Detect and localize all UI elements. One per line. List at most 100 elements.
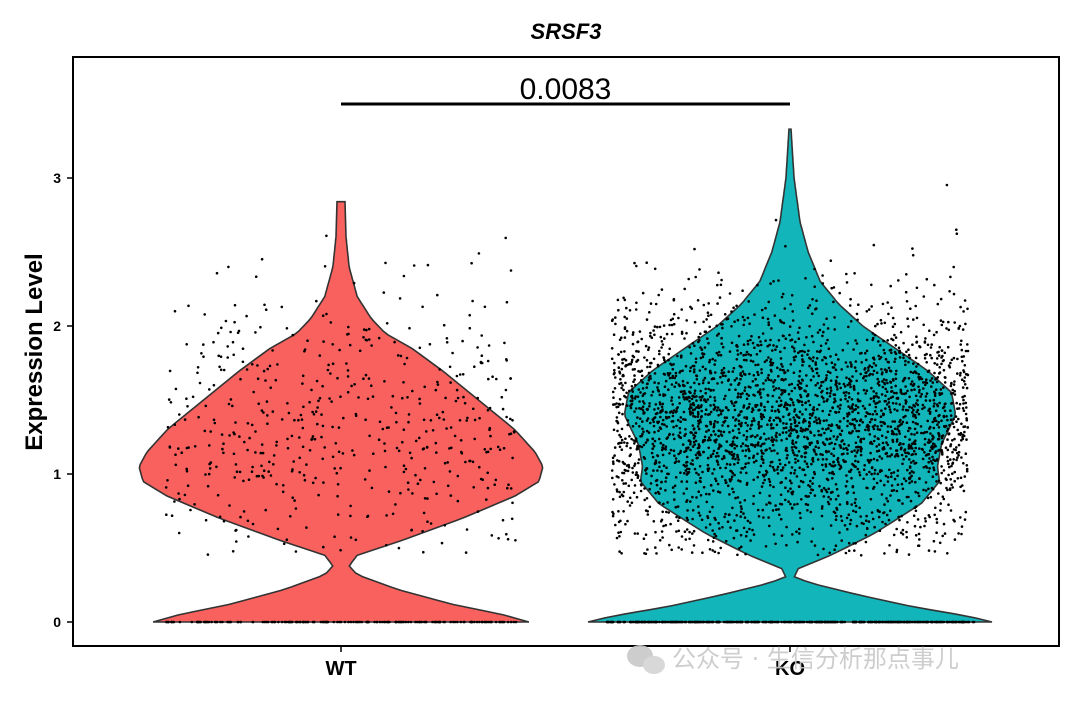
data-point bbox=[767, 373, 770, 377]
data-point bbox=[626, 419, 630, 422]
data-point bbox=[714, 479, 718, 483]
data-point bbox=[692, 414, 695, 418]
data-point bbox=[880, 409, 883, 412]
data-point bbox=[904, 455, 908, 458]
data-point bbox=[673, 385, 676, 389]
data-point bbox=[739, 505, 743, 508]
data-point bbox=[844, 484, 848, 488]
data-point bbox=[624, 359, 628, 362]
data-point bbox=[310, 438, 313, 441]
data-point bbox=[768, 419, 771, 422]
data-point bbox=[872, 362, 876, 365]
data-point bbox=[846, 419, 849, 423]
data-point bbox=[801, 358, 804, 361]
data-point bbox=[793, 620, 796, 624]
data-point bbox=[623, 468, 627, 472]
data-point bbox=[636, 446, 639, 449]
data-point bbox=[893, 360, 896, 364]
data-point bbox=[183, 493, 187, 497]
data-point bbox=[864, 392, 867, 395]
data-point bbox=[924, 383, 927, 387]
data-point bbox=[948, 423, 951, 427]
data-point bbox=[436, 383, 440, 386]
data-point bbox=[735, 344, 738, 348]
data-point bbox=[838, 382, 841, 386]
data-point bbox=[666, 501, 669, 504]
data-point bbox=[915, 365, 918, 368]
data-point bbox=[443, 620, 447, 624]
data-point bbox=[325, 312, 328, 316]
data-point bbox=[329, 372, 332, 375]
data-point bbox=[612, 428, 616, 432]
data-point bbox=[370, 486, 374, 490]
data-point bbox=[612, 372, 616, 376]
data-point bbox=[343, 620, 347, 624]
data-point bbox=[275, 482, 278, 486]
data-point bbox=[167, 398, 171, 401]
data-point bbox=[876, 472, 880, 476]
data-point bbox=[750, 410, 754, 414]
data-point bbox=[852, 491, 856, 495]
data-point bbox=[619, 435, 623, 439]
data-point bbox=[849, 320, 853, 323]
data-point bbox=[396, 354, 400, 357]
data-point bbox=[302, 405, 305, 409]
data-point bbox=[767, 356, 770, 359]
data-point bbox=[677, 529, 681, 533]
data-point bbox=[865, 486, 868, 490]
data-point bbox=[624, 381, 627, 385]
data-point bbox=[715, 324, 718, 328]
data-point bbox=[387, 426, 390, 429]
data-point bbox=[927, 514, 931, 517]
data-point bbox=[703, 376, 707, 380]
data-point bbox=[956, 357, 959, 361]
data-point bbox=[847, 411, 851, 415]
data-point bbox=[401, 396, 404, 400]
data-point bbox=[501, 518, 505, 522]
data-point bbox=[626, 423, 629, 427]
data-point bbox=[876, 322, 879, 326]
data-point bbox=[694, 439, 698, 443]
data-point bbox=[409, 620, 413, 624]
data-point bbox=[679, 449, 682, 453]
data-point bbox=[653, 439, 657, 443]
data-point bbox=[898, 351, 902, 355]
data-point bbox=[252, 390, 255, 394]
data-point bbox=[208, 467, 212, 470]
data-point bbox=[870, 305, 873, 308]
data-point bbox=[804, 277, 807, 280]
data-point bbox=[782, 369, 785, 372]
data-point bbox=[622, 510, 625, 513]
data-point bbox=[845, 391, 848, 394]
data-point bbox=[765, 359, 768, 362]
data-point bbox=[895, 397, 899, 400]
data-point bbox=[957, 450, 961, 454]
data-point bbox=[416, 482, 420, 486]
data-point bbox=[357, 396, 360, 399]
data-point bbox=[713, 532, 716, 536]
data-point bbox=[845, 480, 849, 483]
data-point bbox=[633, 261, 636, 265]
data-point bbox=[784, 486, 787, 490]
data-point bbox=[780, 439, 783, 442]
data-point bbox=[822, 380, 825, 384]
data-point bbox=[793, 503, 796, 506]
data-point bbox=[730, 450, 733, 454]
data-point bbox=[630, 501, 634, 505]
data-point bbox=[641, 381, 644, 384]
data-point bbox=[658, 620, 661, 624]
data-point bbox=[859, 449, 863, 453]
data-point bbox=[394, 411, 398, 415]
data-point bbox=[690, 406, 693, 410]
data-point bbox=[611, 510, 614, 514]
data-point bbox=[646, 438, 649, 442]
data-point bbox=[236, 620, 240, 624]
data-point bbox=[894, 384, 897, 388]
data-point bbox=[311, 410, 314, 414]
data-point bbox=[760, 308, 764, 312]
data-point bbox=[702, 320, 705, 324]
data-point bbox=[767, 378, 771, 382]
data-point bbox=[898, 403, 902, 406]
data-point bbox=[642, 443, 646, 447]
data-point bbox=[767, 477, 771, 481]
